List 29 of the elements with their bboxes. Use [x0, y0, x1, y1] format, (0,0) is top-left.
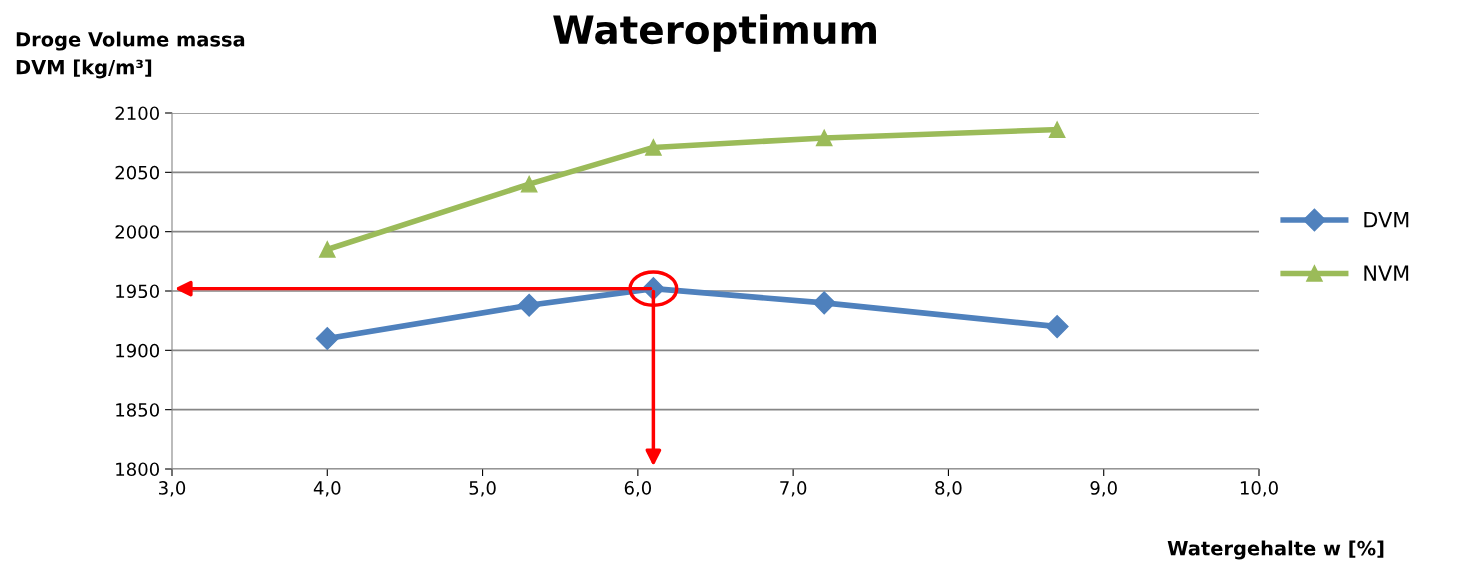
legend-label: DVM	[1364, 212, 1409, 228]
y-tick-label: 1850	[116, 403, 159, 417]
point	[1045, 315, 1069, 339]
y-tick-label: 2050	[115, 165, 159, 180]
y-tick-label: 1800	[116, 462, 159, 477]
x-tick-label: 6,0	[624, 481, 652, 497]
point	[815, 129, 833, 147]
y-tick-label: 2000	[115, 225, 159, 239]
x-axis-title: Watergehalte w [%]	[1167, 540, 1384, 560]
point	[812, 291, 836, 315]
point	[520, 175, 538, 193]
point	[1048, 121, 1066, 138]
x-tick-label: 9,0	[1090, 481, 1117, 497]
y-tick-label: 1950	[116, 284, 159, 299]
point	[645, 139, 662, 156]
x-tick-label: 3,0	[159, 481, 186, 497]
point	[517, 293, 541, 317]
y-axis-title: Droge Volume massa DVM [kg/m³]	[16, 31, 245, 79]
x-tick-label: 7,0	[780, 481, 807, 497]
x-tick-label: 5,0	[469, 481, 496, 497]
point	[318, 241, 336, 258]
point	[315, 326, 339, 350]
legend-label: NVM	[1364, 265, 1409, 281]
y-tick-label: 2100	[115, 106, 159, 121]
chart-title: Wateroptimum	[553, 14, 876, 52]
y-tick-label: 1900	[116, 343, 159, 358]
x-tick-label: 4,0	[313, 481, 341, 497]
x-tick-label: 10,0	[1240, 481, 1278, 497]
x-tick-label: 8,0	[935, 481, 962, 497]
